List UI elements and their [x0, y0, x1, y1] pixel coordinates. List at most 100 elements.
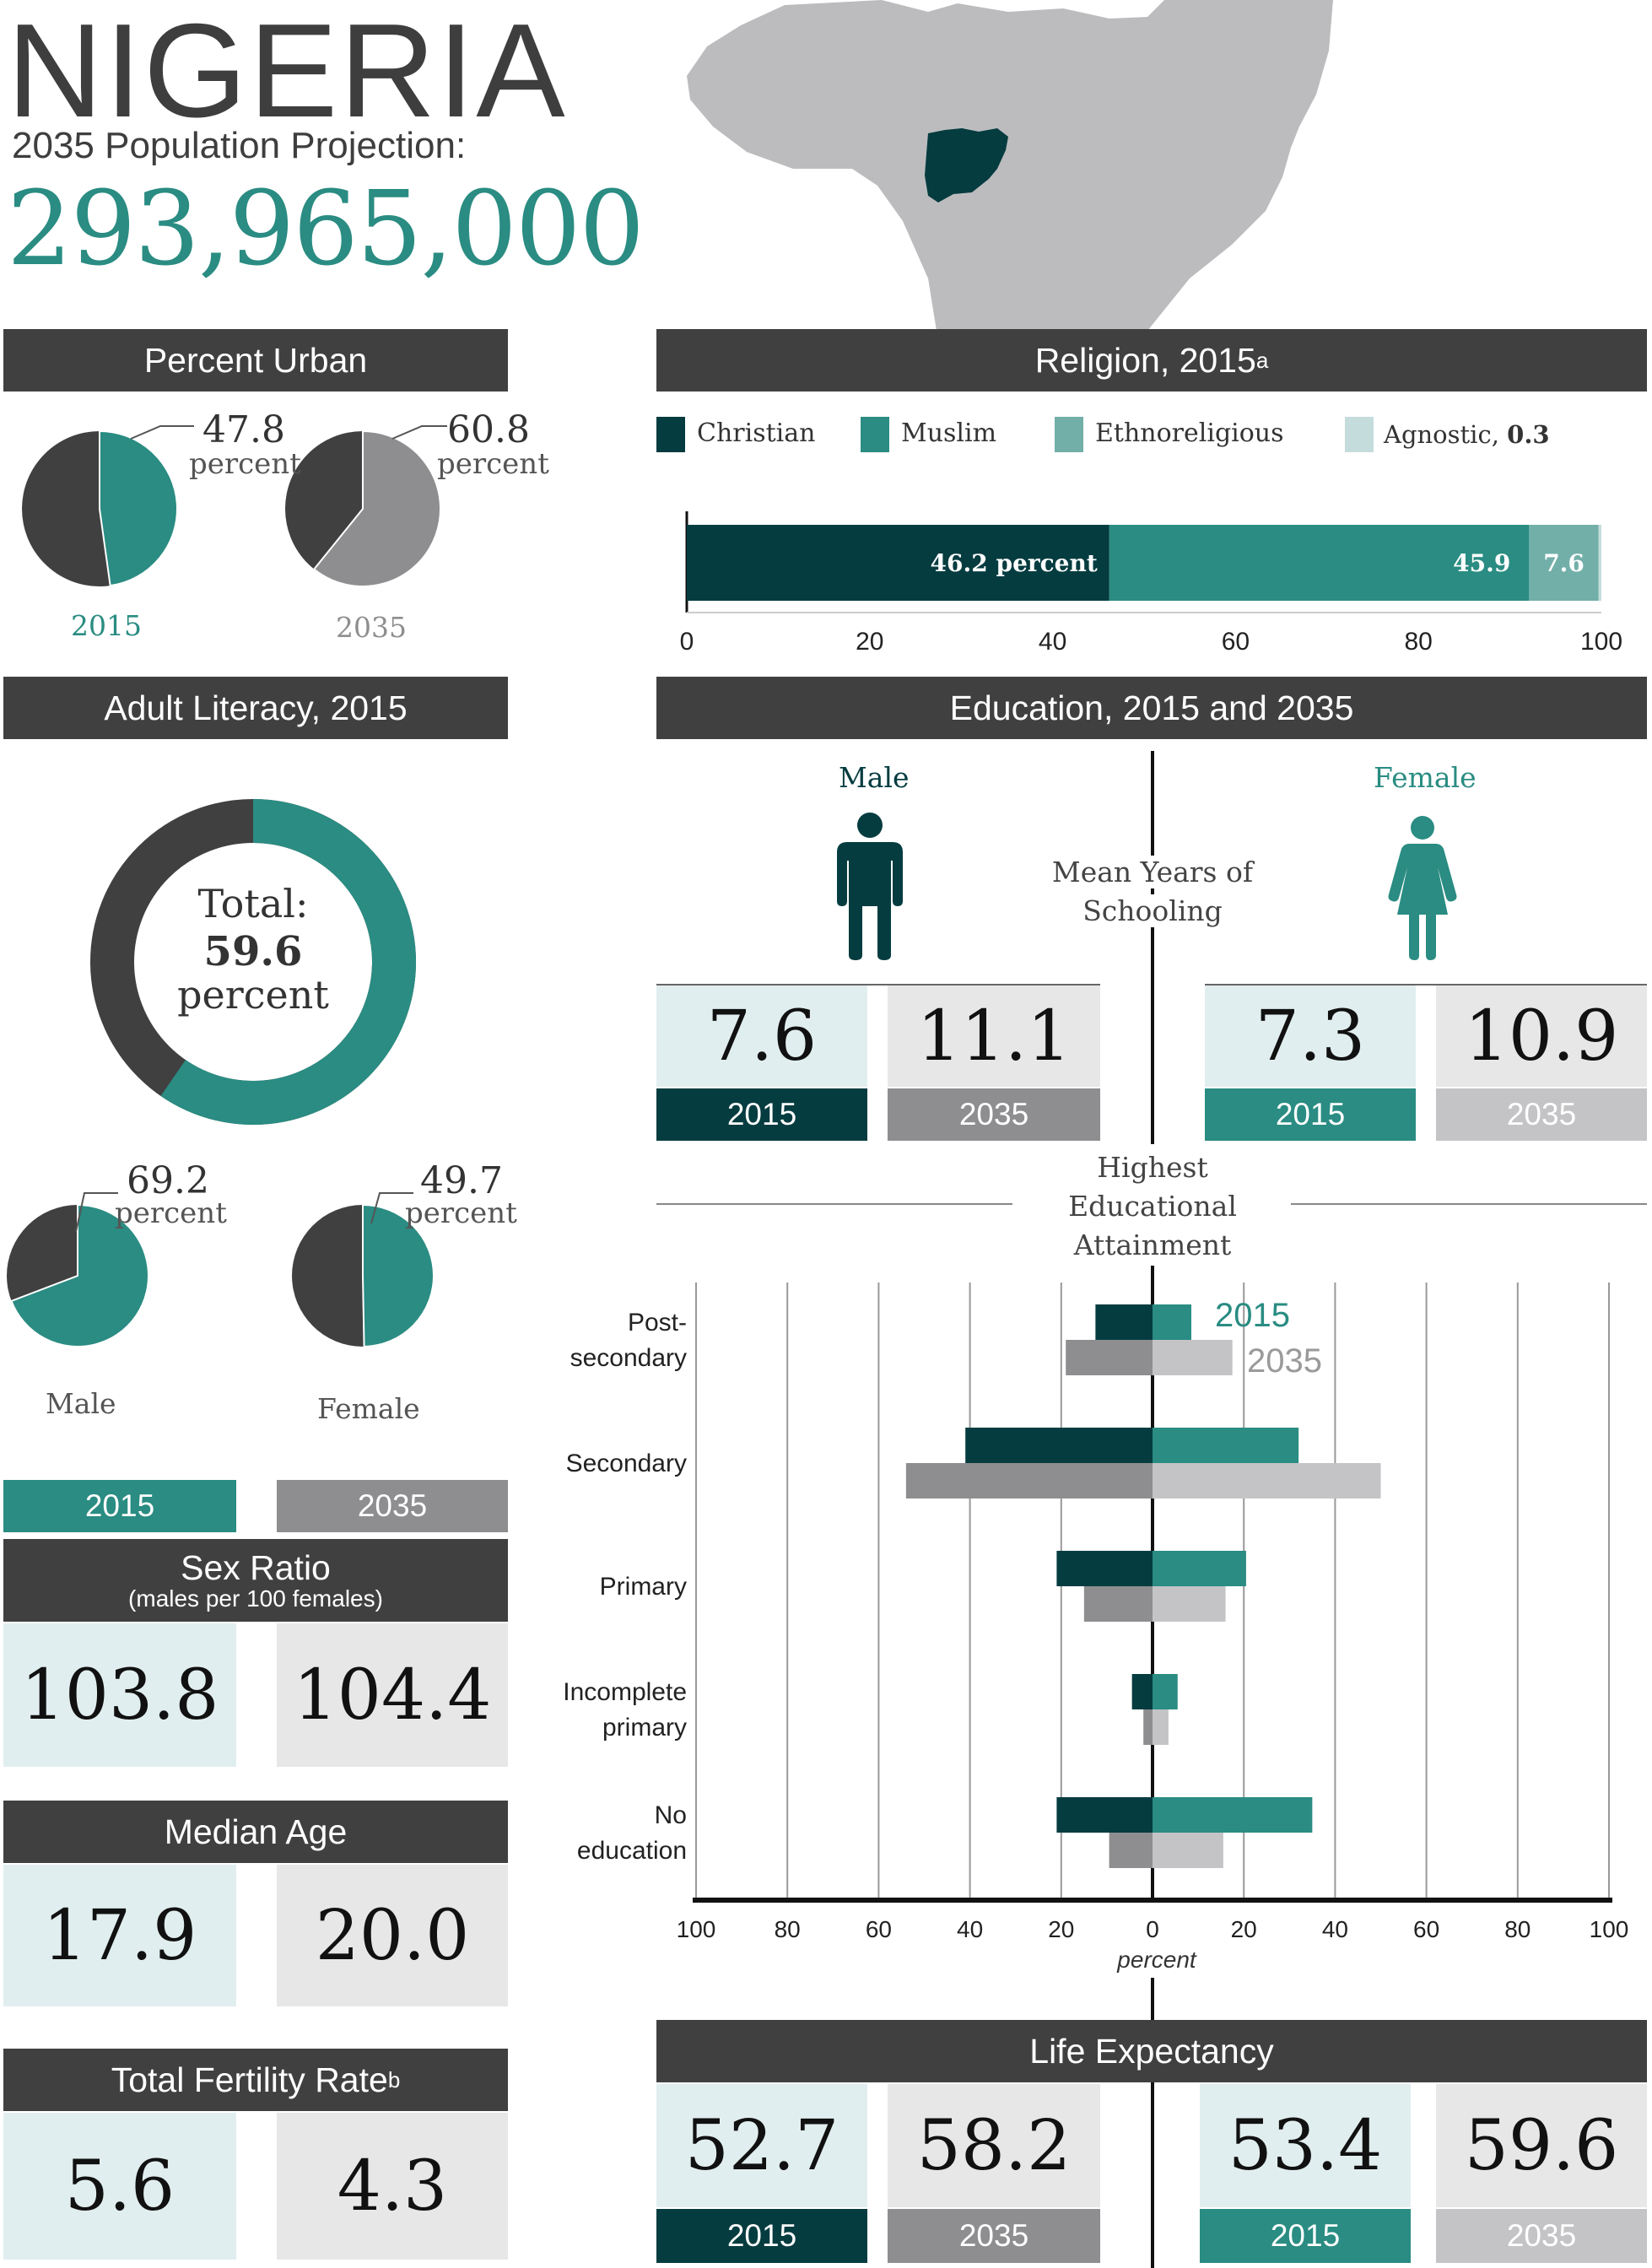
median-age-header: Median Age: [3, 1801, 508, 1863]
education-header: Education, 2015 and 2035: [656, 677, 1647, 739]
hea-category-label: Secondary: [566, 1450, 687, 1477]
legend-swatch-ethnoreligious: [1055, 417, 1083, 452]
religion-header: Religion, 2015 a: [656, 329, 1647, 392]
hea-rule-left: [656, 1203, 1012, 1205]
hea-x-tick: 60: [866, 1916, 892, 1942]
hea-x-ticks: 100 80 60 40 20 0 20 40 60 80 100: [677, 1916, 1629, 1942]
hea-bar: [1153, 1463, 1381, 1498]
mys-female-2015: 7.3: [1205, 986, 1416, 1087]
hea-rule-right: [1291, 1203, 1647, 1205]
religion-bar-label-christian: 46.2 percent: [931, 549, 1098, 577]
religion-x-tick: 20: [856, 628, 883, 656]
hea-bar: [1153, 1304, 1191, 1340]
hea-bar: [1095, 1304, 1153, 1340]
urban-2015-unit: percent: [189, 447, 301, 481]
fertility-title-sup: b: [387, 2066, 401, 2092]
hea-bar: [1153, 1674, 1178, 1709]
hea-legend-2015: 2015: [1215, 1297, 1290, 1334]
projection-label: 2035 Population Projection:: [12, 125, 467, 166]
hea-label-line3: Attainment: [1073, 1228, 1232, 1261]
urban-2035-unit: percent: [437, 447, 549, 481]
literacy-male-unit: percent: [115, 1196, 227, 1230]
hea-x-tick: 60: [1413, 1916, 1439, 1942]
legend-swatch-muslim: [861, 417, 889, 452]
hea-x-tick: 80: [1504, 1916, 1531, 1942]
agnostic-value: 0.3: [1507, 420, 1550, 449]
religion-bar-christian: [687, 525, 1109, 601]
sex-ratio-2035: 104.4: [277, 1623, 508, 1767]
hea-bar: [965, 1428, 1153, 1463]
urban-2035-value: 60.8: [447, 408, 530, 451]
education-center-line-top: [1151, 751, 1154, 1144]
female-figure-icon: [1388, 816, 1457, 960]
religion-bar-label-muslim: 45.9: [1453, 549, 1510, 577]
urban-2015-year: 2015: [71, 609, 142, 642]
hea-x-axis-label: percent: [1116, 1947, 1197, 1973]
mys-male-2035-label: 2035: [888, 1088, 1100, 1141]
religion-bar-muslim: [1109, 525, 1530, 601]
sex-ratio-header: Sex Ratio (males per 100 females): [3, 1539, 508, 1622]
education-female-label: Female: [1374, 761, 1477, 794]
hea-label-line2: Educational: [1068, 1190, 1237, 1223]
median-age-2035: 20.0: [277, 1865, 508, 2006]
sex-ratio-2015: 103.8: [3, 1623, 236, 1767]
mys-male-2015-label: 2015: [656, 1088, 867, 1141]
hea-bar: [1153, 1797, 1313, 1833]
life-center-line: [1151, 2082, 1154, 2268]
mys-male-2015: 7.6: [656, 986, 867, 1087]
hea-legend-2035: 2035: [1247, 1342, 1322, 1380]
male-figure-icon: [837, 813, 903, 960]
literacy-female-unit: percent: [405, 1196, 517, 1230]
legend-swatch-agnostic: [1345, 417, 1374, 452]
literacy-female-value: 49.7: [420, 1159, 503, 1202]
legend-label-ethnoreligious: Ethnoreligious: [1095, 418, 1284, 448]
religion-title: Religion, 2015: [1034, 340, 1256, 380]
mys-male-2035: 11.1: [888, 986, 1100, 1087]
hea-bar: [1056, 1551, 1153, 1586]
life-expectancy-header: Life Expectancy: [656, 2020, 1647, 2082]
hea-x-tick: 20: [1048, 1916, 1074, 1942]
year-legend-2035: 2035: [277, 1480, 508, 1532]
religion-x-tick: 100: [1580, 628, 1622, 656]
median-age-2015: 17.9: [3, 1865, 236, 2006]
projection-value: 293,965,000: [7, 169, 645, 289]
africa-map: [687, 0, 1333, 331]
literacy-pies: [7, 1192, 435, 1348]
legend-label-christian: Christian: [697, 418, 816, 448]
hea-bar: [1153, 1833, 1223, 1868]
fertility-header: Total Fertility Rate b: [3, 2049, 508, 2111]
urban-2035-year: 2035: [336, 611, 407, 644]
hea-bar: [1131, 1674, 1153, 1709]
hea-x-tick: 20: [1231, 1916, 1257, 1942]
religion-bar-label-ethnoreligious: 7.6: [1543, 549, 1585, 577]
hea-x-tick: 80: [775, 1916, 801, 1942]
urban-pie-2015: [99, 429, 178, 587]
religion-x-tick: 40: [1039, 628, 1066, 656]
literacy-total-unit: percent: [177, 972, 329, 1018]
religion-x-ticks: 0 20 40 60 80 100: [680, 628, 1622, 656]
hea-label-line1: Highest: [1097, 1151, 1208, 1184]
literacy-male-value: 69.2: [127, 1159, 209, 1202]
education-male-label: Male: [839, 761, 910, 794]
education-center-line-bottom: [1151, 1978, 1154, 2020]
literacy-donut: [90, 799, 416, 1125]
hea-bar: [1083, 1586, 1153, 1622]
year-legend-2015: 2015: [3, 1480, 236, 1532]
mys-female-2035: 10.9: [1436, 986, 1647, 1087]
hea-bar: [1109, 1833, 1153, 1868]
literacy-total-label: Total:: [197, 881, 309, 926]
hea-bars: [905, 1304, 1381, 1868]
hea-category-label: secondary: [570, 1344, 687, 1372]
life-female-2015: 53.4: [1200, 2084, 1411, 2207]
life-female-2035: 59.6: [1436, 2084, 1647, 2207]
legend-swatch-christian: [656, 417, 685, 452]
literacy-header: Adult Literacy, 2015: [3, 677, 508, 739]
hea-x-tick: 100: [1590, 1916, 1629, 1942]
mys-label-line1: Mean Years of: [1026, 856, 1279, 888]
religion-title-sup: a: [1255, 347, 1269, 373]
religion-bar-ethnoreligious: [1529, 525, 1599, 601]
urban-header: Percent Urban: [3, 329, 508, 392]
religion-bar-chart: 46.2 percent 45.9 7.6 0 20 40 60 80 100: [680, 511, 1622, 656]
religion-bar-agnostic: [1598, 525, 1601, 601]
mys-label-line2: Schooling: [1026, 894, 1279, 927]
